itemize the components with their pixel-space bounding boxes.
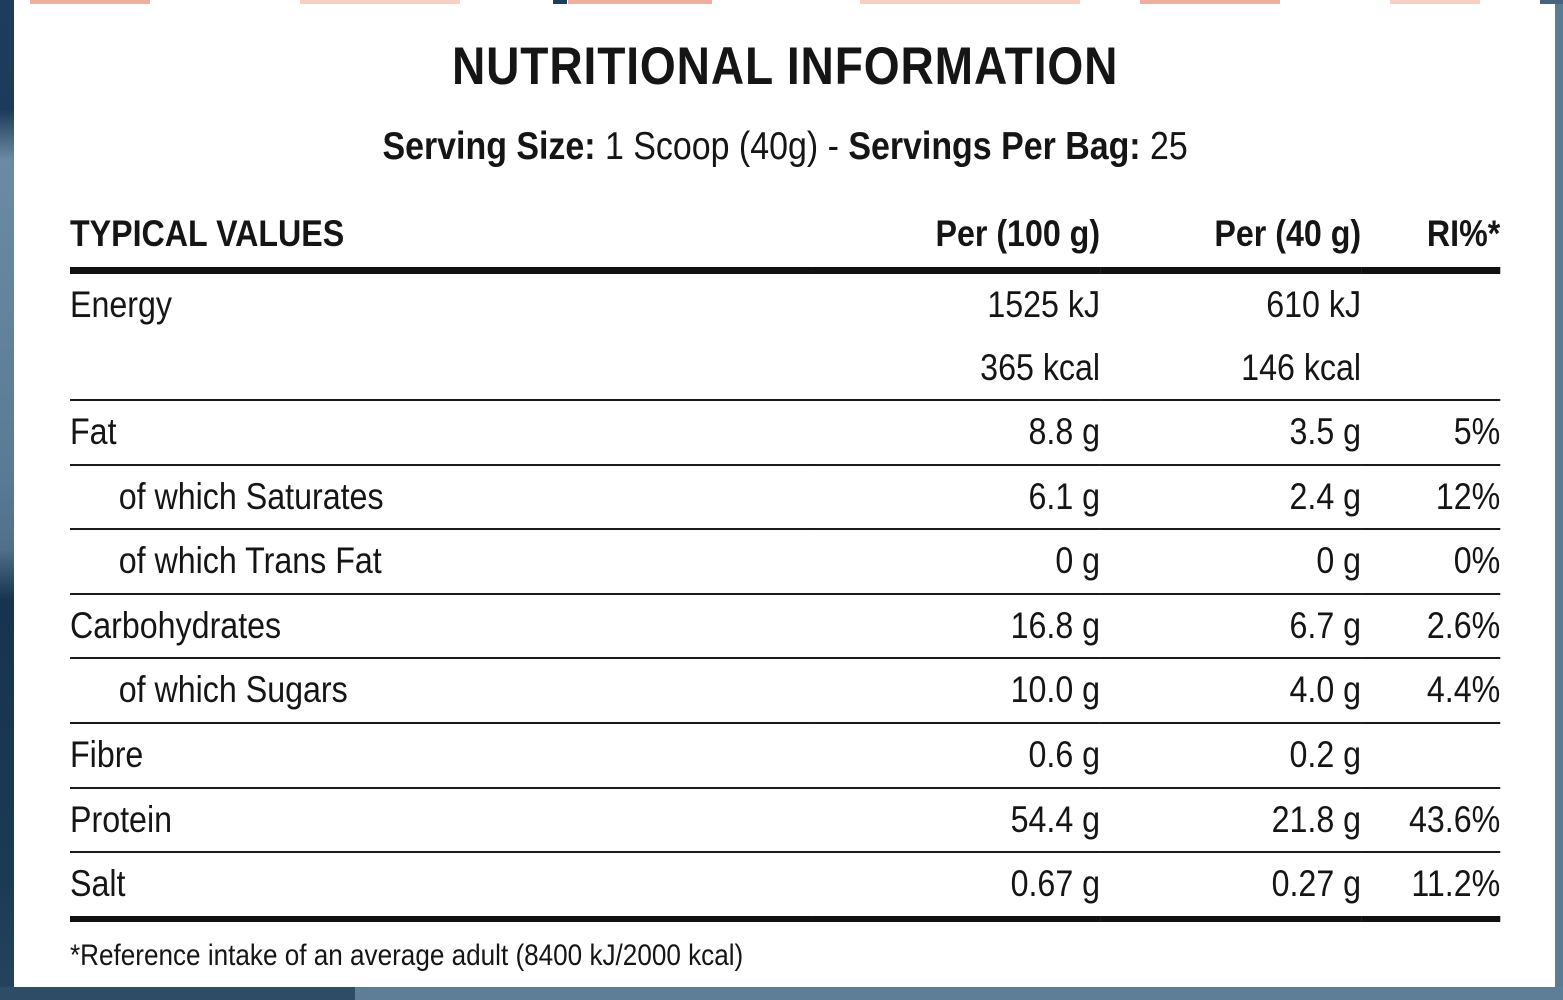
column-header-per-40g: Per (40 g): [1100, 209, 1362, 275]
table-row: 365 kcal 146 kcal: [70, 337, 1500, 401]
nutrient-name: Carbohydrates: [70, 604, 282, 646]
nutrient-name: Energy: [70, 284, 172, 326]
value-ri-percent: 5%: [1453, 411, 1501, 453]
value-ri-percent: 12%: [1435, 475, 1501, 517]
nutrient-name: Salt: [70, 863, 126, 905]
value-per-100g: 365 kcal: [980, 346, 1101, 388]
page-title: NUTRITIONAL INFORMATION: [451, 37, 1119, 96]
value-per-100g: 0 g: [1055, 540, 1101, 582]
table-row: of which Saturates 6.1 g 2.4 g 12%: [70, 464, 1501, 530]
value-ri-percent: 4.4%: [1426, 669, 1501, 711]
bottom-edge-steel-segment: [355, 987, 1563, 1000]
serving-size-label: Serving Size:: [382, 125, 596, 169]
right-edge-strip: [1555, 3, 1563, 988]
value-per-40g: 2.4 g: [1289, 475, 1362, 517]
nutrient-name: [70, 337, 813, 401]
value-per-100g: 0.67 g: [1010, 863, 1101, 905]
table-row: Salt 0.67 g 0.27 g 11.2%: [70, 852, 1501, 919]
top-edge-segment: [300, 0, 460, 4]
table-body: Energy 1525 kJ 610 kJ 365 kcal 146 kcal Fat 8.…: [70, 271, 1501, 919]
nutrient-name: Fat: [70, 411, 117, 453]
servings-per-bag-value: 25: [1150, 125, 1188, 169]
serving-separator: -: [827, 125, 839, 169]
top-edge-segment: [1390, 0, 1480, 4]
value-per-40g: 0.27 g: [1271, 863, 1362, 905]
table-row: of which Sugars 10.0 g 4.0 g 4.4%: [70, 658, 1501, 723]
value-per-40g: 21.8 g: [1271, 798, 1362, 840]
value-per-40g: 0 g: [1316, 540, 1362, 582]
nutrition-table: TYPICAL VALUES Per (100 g) Per (40 g) RI…: [70, 209, 1501, 921]
table-row: Energy 1525 kJ 610 kJ: [70, 271, 1500, 337]
bottom-edge-dark-segment: [0, 987, 355, 1000]
top-edge-segment: [1540, 0, 1563, 4]
nutrient-name: of which Trans Fat: [118, 540, 382, 582]
value-ri-percent: 0%: [1453, 540, 1501, 582]
value-per-40g: 146 kcal: [1241, 346, 1362, 388]
bottom-edge-strip: [0, 987, 1563, 1000]
table-header: TYPICAL VALUES Per (100 g) Per (40 g) RI…: [70, 209, 1501, 275]
value-per-100g: 6.1 g: [1028, 475, 1101, 517]
value-ri-percent: [1361, 271, 1500, 337]
value-per-40g: 6.7 g: [1289, 604, 1362, 646]
table-header-row: TYPICAL VALUES Per (100 g) Per (40 g) RI…: [70, 209, 1501, 275]
value-per-100g: 10.0 g: [1010, 669, 1101, 711]
value-per-100g: 0.6 g: [1028, 734, 1101, 776]
value-per-100g: 1525 kJ: [987, 284, 1101, 326]
serving-size-line: Serving Size: 1 Scoop (40g) - Servings P…: [70, 125, 1500, 169]
column-header-ri-percent: RI%*: [1361, 209, 1501, 275]
column-header-per-100g: Per (100 g): [812, 209, 1101, 275]
nutrient-name: of which Saturates: [118, 475, 384, 517]
table-row: Protein 54.4 g 21.8 g 43.6%: [70, 787, 1501, 853]
top-edge-segment: [860, 0, 1080, 4]
table-row: of which Trans Fat 0 g 0 g 0%: [70, 529, 1501, 594]
value-ri-percent: 43.6%: [1408, 798, 1501, 840]
left-edge-strip: [0, 0, 14, 1000]
value-per-40g: 0.2 g: [1289, 734, 1362, 776]
table-row: Fibre 0.6 g 0.2 g: [70, 723, 1501, 788]
top-edge-segment: [568, 0, 712, 4]
servings-per-bag-label: Servings Per Bag:: [848, 125, 1141, 169]
value-per-100g: 16.8 g: [1010, 604, 1101, 646]
top-edge-strip: [0, 0, 1563, 4]
nutrition-card: NUTRITIONAL INFORMATION Serving Size: 1 …: [70, 0, 1501, 974]
value-ri-percent: [1361, 337, 1500, 401]
top-edge-segment: [1140, 0, 1280, 4]
top-edge-segment: [30, 0, 150, 4]
nutrient-name: of which Sugars: [118, 669, 348, 711]
nutrient-name: Fibre: [70, 734, 144, 776]
value-ri-percent: [1361, 723, 1500, 788]
table-row: Fat 8.8 g 3.5 g 5%: [70, 400, 1501, 465]
footnote: *Reference intake of an average adult (8…: [70, 938, 744, 972]
value-per-40g: 4.0 g: [1289, 669, 1362, 711]
serving-size-value: 1 Scoop (40g): [604, 125, 819, 169]
top-edge-segment: [553, 0, 567, 4]
value-per-40g: 3.5 g: [1289, 411, 1362, 453]
table-row: Carbohydrates 16.8 g 6.7 g 2.6%: [70, 593, 1501, 659]
value-per-100g: 54.4 g: [1010, 798, 1101, 840]
value-per-40g: 610 kJ: [1266, 284, 1362, 326]
column-header-typical-values: TYPICAL VALUES: [70, 209, 813, 275]
nutrient-name: Protein: [70, 798, 172, 840]
value-ri-percent: 2.6%: [1426, 604, 1501, 646]
value-per-100g: 8.8 g: [1028, 411, 1101, 453]
value-ri-percent: 11.2%: [1411, 863, 1501, 905]
